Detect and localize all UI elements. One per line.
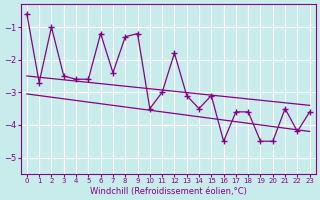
X-axis label: Windchill (Refroidissement éolien,°C): Windchill (Refroidissement éolien,°C) — [90, 187, 247, 196]
